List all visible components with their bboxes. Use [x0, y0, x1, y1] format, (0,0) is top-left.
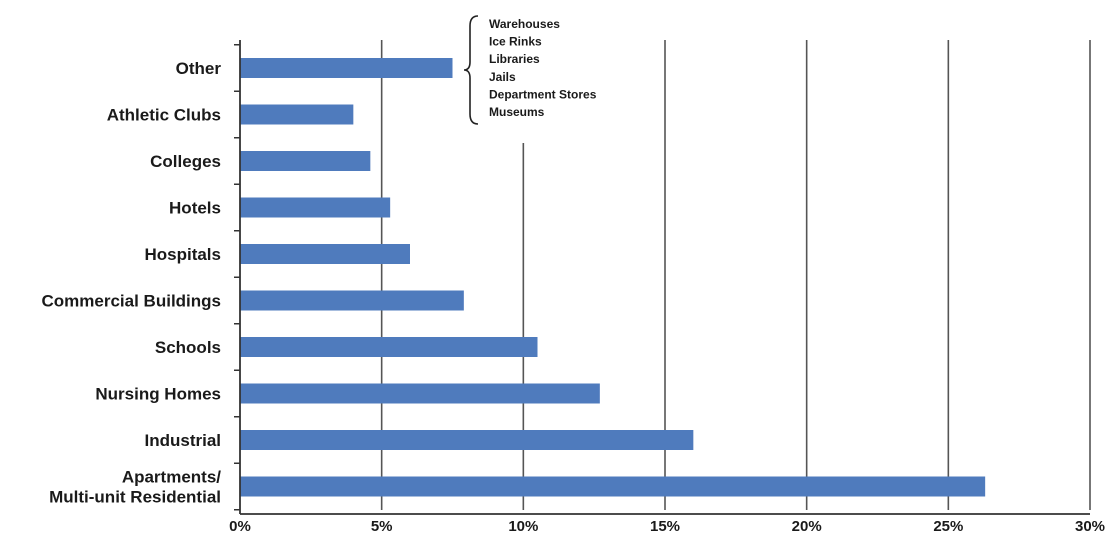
annotation-item: Libraries — [489, 52, 540, 66]
x-tick-label: 15% — [650, 518, 680, 535]
brace-icon — [463, 15, 479, 125]
category-label: Commercial Buildings — [42, 292, 221, 311]
category-label: Athletic Clubs — [107, 106, 221, 125]
category-label: Apartments/Multi-unit Residential — [49, 468, 221, 507]
other-annotation: Warehouses Ice Rinks Libraries Jails Departm… — [463, 15, 597, 125]
bar-hospitals — [240, 244, 410, 264]
bar-hotels — [240, 197, 391, 218]
bar-colleges — [240, 151, 371, 171]
x-tick-label: 30% — [1075, 518, 1105, 535]
category-label: Industrial — [144, 431, 221, 450]
annotation-item: Museums — [489, 105, 545, 119]
category-label: Other — [176, 59, 222, 78]
bars — [240, 58, 986, 497]
x-tick-label: 10% — [508, 518, 538, 535]
x-tick-label: 25% — [933, 518, 963, 535]
category-label: Schools — [155, 338, 221, 357]
axes — [234, 40, 1090, 515]
bar-apartments — [240, 476, 986, 497]
x-tick-label: 20% — [792, 518, 822, 535]
annotation-item: Department Stores — [489, 87, 597, 101]
annotation-item: Warehouses — [489, 17, 560, 31]
category-labels: Other Athletic Clubs Colleges Hotels Hospita… — [42, 59, 222, 507]
bar-industrial — [240, 430, 694, 450]
bar-nursing-homes — [240, 383, 600, 404]
bar-other — [240, 58, 453, 78]
x-tick-label: 5% — [371, 518, 393, 535]
x-tick-label: 0% — [229, 518, 251, 535]
category-label: Nursing Homes — [95, 385, 221, 404]
category-label: Hotels — [169, 199, 221, 218]
annotation-item: Jails — [489, 70, 516, 84]
x-tick-labels: 0% 5% 10% 15% 20% 25% 30% — [229, 518, 1105, 535]
bar-athletic-clubs — [240, 104, 354, 125]
bar-schools — [240, 337, 538, 357]
annotation-item: Ice Rinks — [489, 35, 542, 49]
bar-commercial-buildings — [240, 290, 464, 311]
category-label: Hospitals — [144, 245, 221, 264]
category-label: Colleges — [150, 152, 221, 171]
